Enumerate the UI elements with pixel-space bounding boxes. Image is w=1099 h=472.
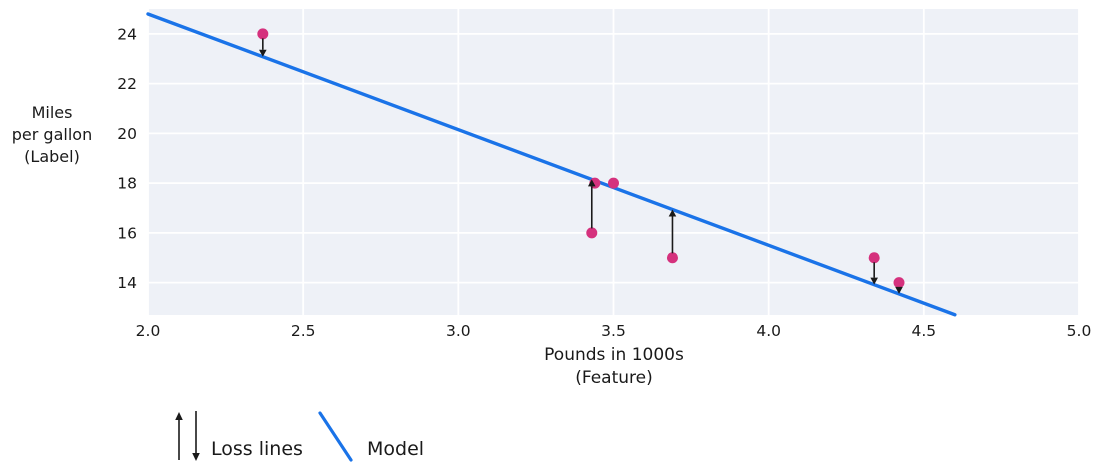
plot-area bbox=[146, 9, 1080, 317]
data-point bbox=[893, 277, 905, 289]
x-tick-label: 5.0 bbox=[1067, 322, 1092, 340]
model-line bbox=[146, 12, 957, 317]
loss-arrow bbox=[259, 38, 267, 57]
y-tick-label: 20 bbox=[117, 125, 137, 143]
y-axis-title: Miles per gallon (Label) bbox=[12, 103, 92, 166]
x-axis-title-line-1: Pounds in 1000s bbox=[544, 345, 684, 365]
data-point bbox=[257, 28, 269, 40]
y-tick-label: 16 bbox=[117, 224, 137, 242]
x-axis-tick-labels: 2.0 2.5 3.0 3.5 4.0 4.5 5.0 bbox=[136, 322, 1092, 340]
x-tick-label: 3.5 bbox=[601, 322, 626, 340]
x-tick-label: 4.0 bbox=[756, 322, 781, 340]
loss-arrow-head bbox=[870, 277, 878, 285]
loss-arrow-head bbox=[895, 286, 903, 294]
loss-arrow bbox=[895, 286, 903, 294]
data-point bbox=[586, 227, 598, 239]
legend: Loss lines Model bbox=[175, 411, 424, 462]
y-tick-label: 22 bbox=[117, 75, 137, 93]
data-point bbox=[608, 177, 619, 189]
y-axis-title-line-1: Miles bbox=[32, 103, 73, 122]
loss-arrow-head bbox=[587, 179, 596, 187]
loss-arrow bbox=[668, 209, 677, 254]
x-tick-label: 3.0 bbox=[446, 322, 471, 340]
data-point bbox=[666, 252, 678, 264]
model-line-path bbox=[146, 12, 957, 317]
loss-arrows bbox=[259, 38, 903, 294]
y-axis-title-line-2: per gallon bbox=[12, 125, 92, 144]
model-legend-icon bbox=[318, 411, 353, 462]
y-tick-label: 24 bbox=[117, 25, 137, 43]
x-axis-title-line-2: (Feature) bbox=[575, 368, 653, 388]
x-tick-label: 2.5 bbox=[291, 322, 316, 340]
loss-lines-legend-icon bbox=[175, 411, 200, 461]
y-tick-label: 18 bbox=[117, 175, 137, 193]
x-axis-title: Pounds in 1000s (Feature) bbox=[544, 345, 684, 388]
loss-arrow-head bbox=[668, 209, 677, 217]
loss-arrow bbox=[870, 262, 878, 285]
legend-label-loss-lines: Loss lines bbox=[211, 438, 303, 460]
x-tick-label: 4.5 bbox=[912, 322, 937, 340]
y-axis-tick-labels: 14 16 18 20 22 24 bbox=[117, 25, 137, 292]
x-tick-label: 2.0 bbox=[136, 322, 161, 340]
data-point bbox=[868, 252, 880, 264]
loss-arrow bbox=[587, 179, 596, 229]
loss-arrow-head bbox=[259, 49, 267, 57]
legend-label-model: Model bbox=[367, 438, 424, 460]
y-axis-title-line-3: (Label) bbox=[24, 147, 80, 166]
y-tick-label: 14 bbox=[117, 274, 137, 292]
